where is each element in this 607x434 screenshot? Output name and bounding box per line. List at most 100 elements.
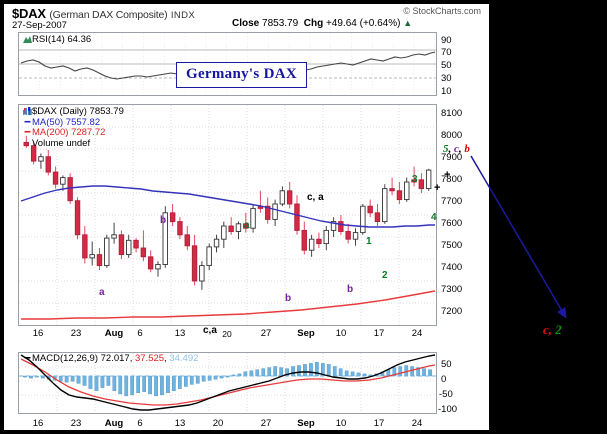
wave-label-a-top: a — [318, 192, 324, 203]
price-xtick-10: 24 — [411, 328, 423, 339]
price-xtick-1: 23 — [70, 328, 82, 339]
macd-value: 72.017 — [100, 353, 130, 364]
macd-xtick-3: 6 — [137, 418, 143, 429]
rsi-ytick-50: 50 — [441, 60, 452, 71]
quote-date: 27-Sep-2007 — [12, 20, 67, 31]
price-xtick-6: 27 — [260, 328, 272, 339]
price-xtick-9: 17 — [373, 328, 385, 339]
wave-label-c-peak: c — [454, 143, 459, 155]
wave-label-c-a-axis: c,a — [203, 325, 217, 336]
macd-xtick-6: 27 — [260, 418, 272, 429]
price-xtick-3: 6 — [137, 328, 143, 339]
wave-label-1: 1 — [366, 236, 372, 247]
price-legend: $DAX (Daily) 7853.79 ━ MA(50) 7557.82 ━ MA… — [23, 106, 124, 150]
rsi-ytick-30: 30 — [441, 73, 452, 84]
wave-label-c-axis: c, — [203, 325, 212, 336]
target-label-c: c, — [543, 322, 553, 337]
ma200-swatch-icon: ━ — [24, 127, 31, 138]
target-label-2: 2 — [555, 322, 562, 337]
price-ytick-8000: 8000 — [441, 130, 463, 141]
macd-xtick-5: 20 — [212, 418, 224, 429]
price-legend-volume: Volume undef — [32, 137, 91, 149]
change-value: +49.64 (+0.64%) — [325, 18, 401, 29]
wave-label-3: 3 — [412, 174, 418, 185]
chart-header: $DAX (German DAX Composite) INDX 27-Sep-… — [4, 4, 489, 31]
wave-label-b-peak: b — [464, 143, 470, 155]
rsi-panel: RSI(14) 64.36 — [18, 32, 437, 96]
price-ytick-7500: 7500 — [441, 240, 463, 251]
wave-label-5: 5 — [443, 143, 449, 155]
wave-label-b-2: b — [285, 293, 292, 304]
macd-ytick-50: 50 — [441, 359, 452, 370]
wave-label-2: 2 — [382, 270, 388, 281]
source-watermark: © StockCharts.com — [403, 6, 481, 16]
macd-ytick-0: 0 — [441, 374, 447, 385]
macd-sep-1: , — [129, 353, 133, 364]
rsi-ytick-10: 10 — [441, 86, 452, 97]
macd-signal-line — [20, 358, 436, 406]
ma200-line — [21, 290, 436, 320]
candlestick-series — [23, 135, 432, 290]
wave-label-b-1: b — [160, 215, 167, 226]
price-xtick-0: 16 — [32, 328, 44, 339]
macd-xtick-9: 17 — [373, 418, 385, 429]
price-legend-ma200-row: ━ MA(200) 7287.72 — [23, 127, 124, 139]
ma50-line — [20, 185, 435, 228]
cross-marker-2: + — [444, 169, 451, 181]
close-value: 7853.79 — [262, 18, 299, 29]
macd-line — [20, 354, 436, 411]
close-label: Close — [232, 18, 260, 29]
wave-label-5-c-b: 5, c, b — [443, 143, 470, 155]
price-ytick-7400: 7400 — [441, 262, 463, 273]
price-ytick-7300: 7300 — [441, 284, 463, 295]
price-plot — [19, 105, 436, 325]
price-xtick-5: 20 — [222, 329, 232, 339]
wave-label-c-a-top: c, a — [307, 192, 324, 203]
quote-summary: Close 7853.79 Chg +49.64 (+0.64%) ▲ — [232, 18, 412, 29]
target-label-c-2: c, 2 — [543, 322, 562, 338]
price-ytick-7200: 7200 — [441, 306, 463, 317]
macd-xtick-2: Aug — [104, 418, 124, 429]
symbol-index-type: INDX — [170, 10, 196, 21]
price-legend-volume-row: Volume undef — [23, 108, 124, 150]
wave-label-b-3: b — [347, 284, 354, 295]
macd-ytick-n100: -100 — [438, 404, 458, 415]
rsi-legend: RSI(14) 64.36 — [23, 34, 92, 46]
price-legend-ma50-row: ━ MA(50) 7557.82 — [23, 116, 124, 129]
macd-xtick-8: 10 — [335, 418, 347, 429]
stockcharts-chart-card: $DAX (German DAX Composite) INDX 27-Sep-… — [3, 3, 490, 431]
price-xtick-4: 13 — [174, 328, 186, 339]
macd-plot — [19, 353, 436, 413]
rsi-ytick-90: 90 — [441, 35, 452, 46]
price-legend-main: $DAX (Daily) 7853.79 — [32, 106, 124, 117]
symbol-ticker: $DAX — [12, 6, 46, 21]
macd-swatch-icon: ━ — [24, 353, 31, 364]
macd-hist-value: 34.492 — [169, 353, 199, 364]
macd-xtick-4: 13 — [174, 418, 186, 429]
macd-xtick-1: 23 — [70, 418, 82, 429]
wave-label-a-1: a — [99, 287, 105, 298]
cross-marker-1: + — [434, 182, 441, 194]
rsi-ytick-70: 70 — [441, 47, 452, 58]
price-xtick-8: 10 — [335, 328, 347, 339]
chart-title-callout: Germany's DAX — [176, 62, 307, 88]
macd-signal-value: 37.525 — [134, 353, 165, 364]
change-label: Chg — [303, 18, 324, 29]
rsi-legend-text: RSI(14) 64.36 — [32, 34, 92, 45]
price-panel: $DAX (Daily) 7853.79 ━ MA(50) 7557.82 ━ MA… — [18, 104, 437, 326]
price-ytick-7700: 7700 — [441, 196, 463, 207]
macd-sep-2: , — [164, 353, 167, 364]
up-arrow-icon: ▲ — [403, 18, 413, 28]
symbol-heading: $DAX (German DAX Composite) INDX — [12, 6, 195, 21]
price-legend-ma200: MA(200) 7287.72 — [32, 127, 106, 138]
ma50-swatch-icon: ━ — [24, 116, 31, 128]
macd-legend: ━ MACD(12,26,9) 72.017, 37.525, 34.492 — [23, 353, 199, 365]
price-legend-ma50: MA(50) 7557.82 — [32, 116, 101, 128]
wave-label-a-axis: a — [211, 325, 217, 336]
price-ytick-7800: 7800 — [441, 174, 463, 185]
symbol-name: (German DAX Composite) — [49, 9, 168, 21]
price-ytick-7900: 7900 — [441, 152, 463, 163]
projection-arrow — [470, 155, 567, 319]
macd-xtick-0: 16 — [32, 418, 44, 429]
